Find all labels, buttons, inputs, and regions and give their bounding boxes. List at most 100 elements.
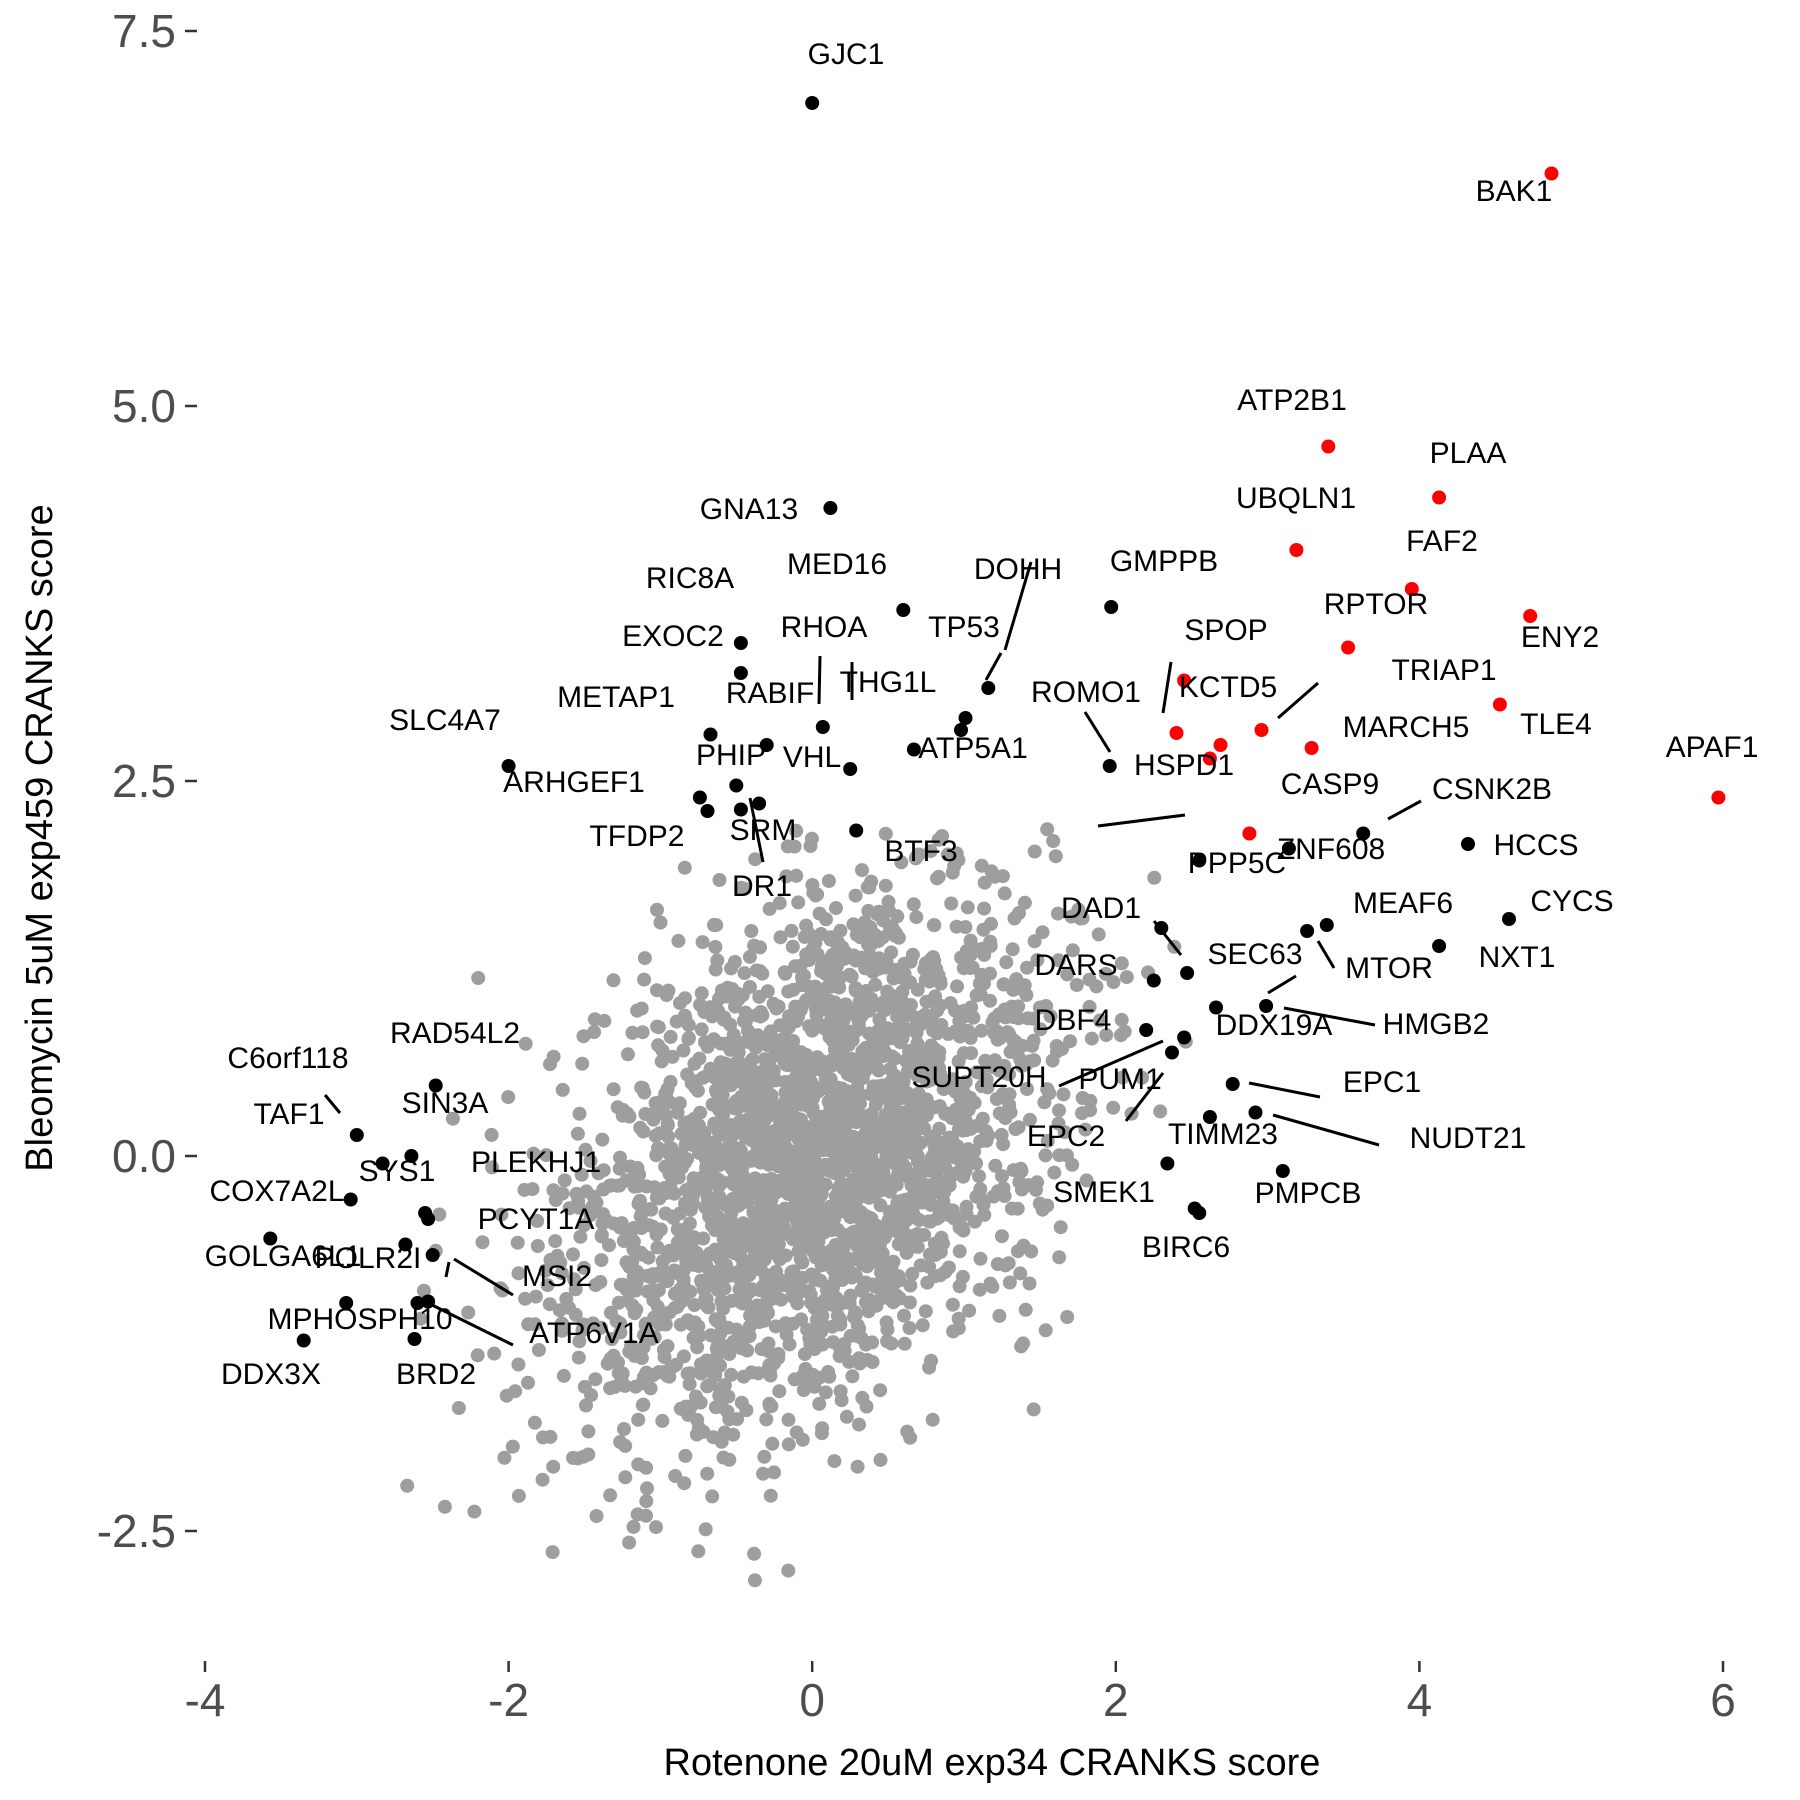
- point-label: GJC1: [808, 38, 885, 71]
- background-point: [613, 1150, 627, 1165]
- background-point: [587, 1025, 602, 1039]
- background-point: [1060, 1310, 1075, 1324]
- background-point: [738, 1014, 753, 1029]
- background-point: [807, 1222, 822, 1237]
- background-point: [719, 1036, 734, 1051]
- background-point: [806, 885, 821, 900]
- background-point: [604, 1332, 619, 1346]
- background-point: [630, 1160, 645, 1175]
- point-label: ATP5A1: [918, 732, 1028, 765]
- background-point: [570, 1451, 585, 1466]
- background-point: [848, 888, 863, 903]
- background-point: [853, 1212, 868, 1227]
- background-point: [626, 1519, 641, 1534]
- background-point: [676, 1293, 691, 1308]
- background-point: [789, 1014, 804, 1029]
- background-point: [949, 919, 964, 934]
- background-point: [909, 910, 924, 925]
- background-point: [618, 1470, 633, 1485]
- labeled-points: [263, 96, 1516, 1348]
- background-point: [990, 1184, 1005, 1199]
- background-point: [1022, 1276, 1037, 1291]
- background-point: [756, 1278, 771, 1293]
- point-label: KCTD5: [1179, 671, 1277, 704]
- leader-line: [453, 1257, 514, 1297]
- background-point: [781, 1563, 796, 1578]
- background-point: [956, 1009, 971, 1024]
- point-label: SRM: [730, 814, 797, 847]
- background-point: [1048, 849, 1063, 864]
- background-point: [747, 938, 762, 953]
- background-point: [606, 1082, 621, 1097]
- background-point: [807, 1269, 822, 1283]
- background-point: [721, 1140, 736, 1155]
- point-label: DBF4: [1035, 1004, 1112, 1037]
- background-point: [912, 1213, 927, 1227]
- background-point: [897, 1336, 912, 1351]
- data-point: [1104, 600, 1119, 614]
- background-point: [627, 1306, 642, 1321]
- background-point: [660, 1339, 675, 1354]
- point-label: HSPD1: [1134, 749, 1234, 782]
- background-point: [724, 1098, 739, 1113]
- background-point: [1047, 1165, 1062, 1180]
- data-point: [1356, 826, 1371, 841]
- background-point: [835, 1344, 850, 1359]
- background-point: [635, 1376, 650, 1391]
- background-point: [944, 1145, 958, 1160]
- background-point: [1008, 1122, 1023, 1136]
- background-point: [785, 1285, 800, 1300]
- background-point: [911, 1086, 926, 1101]
- background-point: [834, 1259, 849, 1274]
- background-point: [676, 1273, 691, 1287]
- background-point: [894, 855, 909, 870]
- point-label: SLC4A7: [389, 704, 501, 737]
- background-point: [807, 1301, 822, 1316]
- background-point: [1020, 1011, 1035, 1026]
- background-point: [784, 923, 799, 938]
- background-point: [673, 996, 687, 1011]
- point-label: RHOA: [781, 611, 868, 644]
- background-point: [1017, 895, 1032, 910]
- data-point: [1160, 1156, 1175, 1171]
- background-point: [677, 1116, 692, 1131]
- data-point: [1281, 841, 1296, 856]
- data-point: [823, 501, 838, 515]
- background-point: [825, 948, 840, 962]
- background-point: [850, 1459, 865, 1474]
- y-tick-label: 0.0: [112, 1130, 176, 1182]
- background-point: [593, 1275, 608, 1289]
- highlight-point: [1289, 543, 1304, 557]
- point-label: SMEK1: [1053, 1176, 1155, 1209]
- background-point: [897, 1308, 911, 1323]
- background-point: [671, 933, 686, 948]
- background-point: [709, 1190, 724, 1205]
- background-point: [1093, 1013, 1107, 1028]
- background-point: [910, 1139, 925, 1153]
- background-point: [789, 823, 804, 838]
- background-point: [1064, 909, 1079, 924]
- background-point: [833, 1312, 848, 1327]
- background-point: [578, 1142, 593, 1157]
- background-point: [770, 1185, 785, 1200]
- data-point: [1192, 1206, 1207, 1220]
- background-point: [802, 1284, 817, 1298]
- background-point: [1027, 934, 1042, 949]
- background-point: [690, 1340, 705, 1355]
- background-point: [974, 858, 989, 873]
- background-point: [711, 1003, 726, 1018]
- background-point: [645, 1270, 660, 1285]
- background-point: [665, 1049, 680, 1064]
- background-point: [734, 880, 749, 895]
- background-point: [994, 1229, 1009, 1244]
- background-point: [653, 1222, 668, 1237]
- background-point: [723, 1017, 738, 1032]
- background-point: [956, 1169, 971, 1184]
- background-point: [969, 988, 984, 1003]
- background-point: [878, 826, 893, 841]
- data-point: [692, 790, 707, 805]
- point-label: MSI2: [522, 1260, 592, 1293]
- leader-line: [1267, 974, 1297, 995]
- background-point: [878, 878, 893, 893]
- background-point: [736, 1341, 751, 1356]
